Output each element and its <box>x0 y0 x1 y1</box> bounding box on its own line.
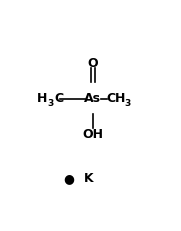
Text: ●: ● <box>64 172 74 185</box>
Text: 3: 3 <box>47 99 53 108</box>
Text: As: As <box>84 92 101 105</box>
Text: H: H <box>37 92 47 105</box>
Text: K: K <box>84 172 94 185</box>
Text: C: C <box>54 92 63 105</box>
Text: H: H <box>115 92 125 105</box>
Text: OH: OH <box>82 128 103 141</box>
Text: O: O <box>87 57 98 70</box>
Text: C: C <box>107 92 116 105</box>
Text: 3: 3 <box>124 99 131 108</box>
